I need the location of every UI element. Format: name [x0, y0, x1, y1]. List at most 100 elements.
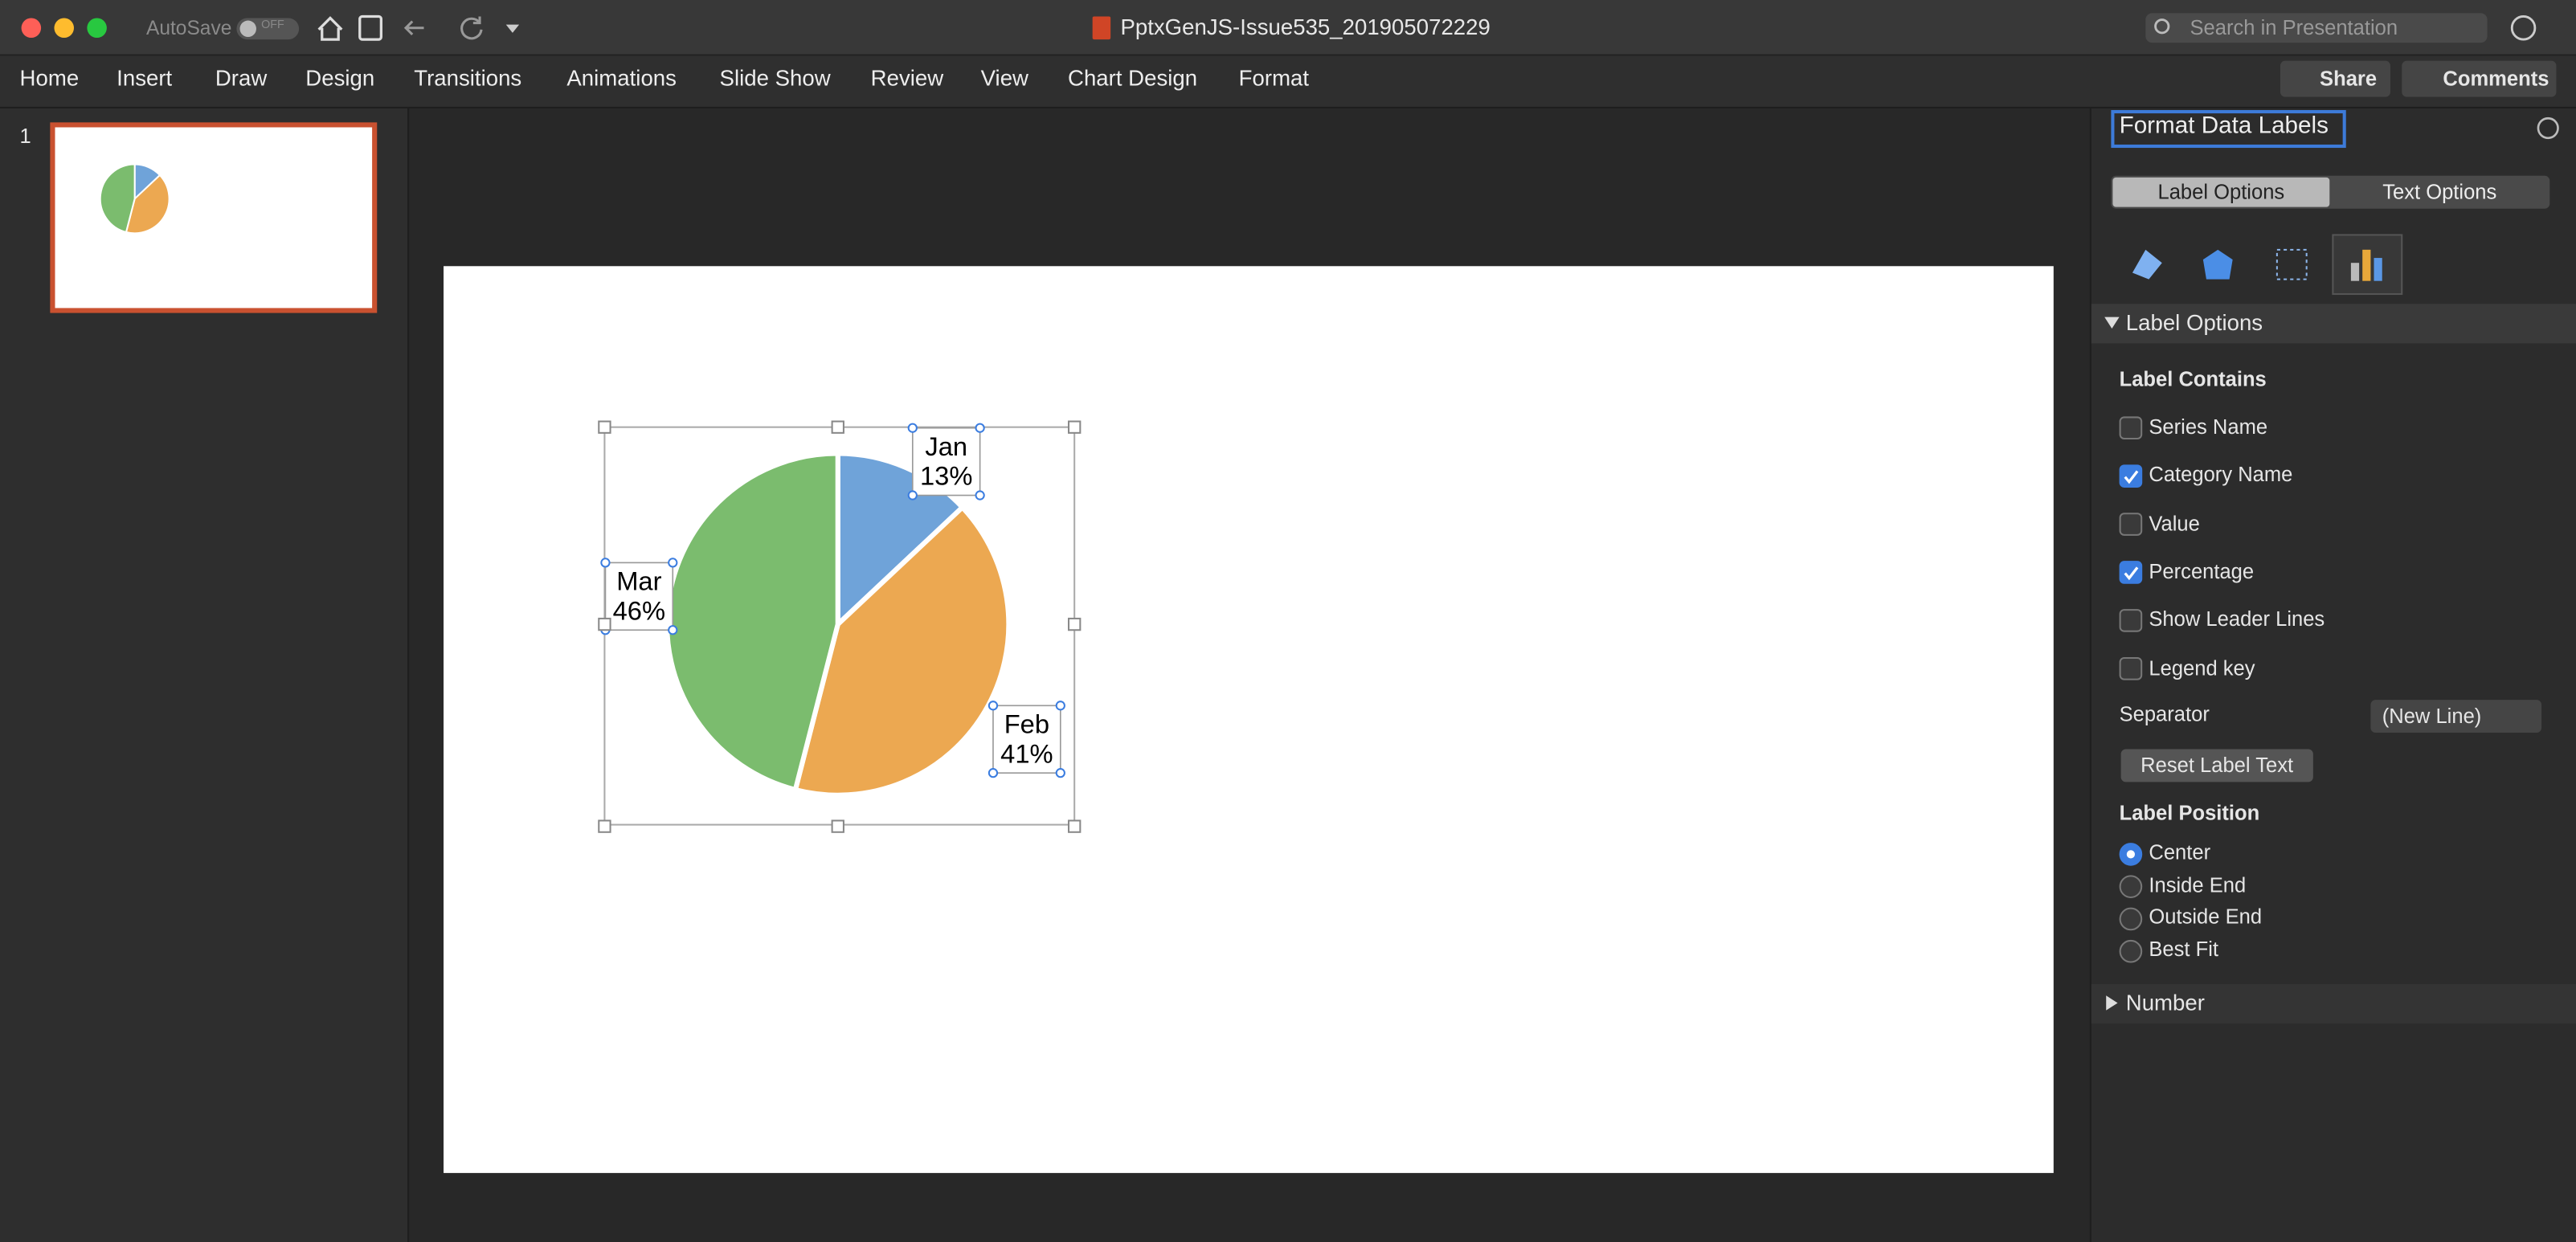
checkbox[interactable] [2119, 561, 2143, 584]
slide-thumbnail[interactable] [50, 122, 378, 313]
window-title: PptxGenJS-Issue535_201905072229 [1120, 14, 1490, 40]
chart-handle[interactable] [1068, 819, 1082, 833]
ribbon-tab[interactable]: Insert [117, 65, 173, 91]
data-label-category: Mar [616, 566, 661, 596]
pane-tab[interactable]: Label Options [2157, 180, 2285, 204]
reset-button[interactable] [2120, 749, 2313, 782]
checkbox[interactable] [2119, 656, 2143, 680]
checkbox-label[interactable]: Percentage [2149, 560, 2255, 583]
save-icon[interactable] [358, 14, 382, 41]
ribbon-tab[interactable]: Review [870, 65, 944, 91]
chart-handle[interactable] [598, 617, 611, 631]
separator-label: Separator [2119, 703, 2210, 726]
checkbox-label[interactable]: Category Name [2149, 464, 2293, 487]
group-heading: Label Contains [2119, 368, 2267, 391]
reset-label[interactable]: Reset Label Text [2141, 754, 2294, 778]
zoom-button[interactable] [87, 18, 107, 39]
checkbox-label[interactable]: Legend key [2149, 656, 2255, 680]
pane-title: Format Data Labels [2119, 113, 2329, 140]
ribbon-tab[interactable]: Draw [215, 65, 268, 91]
radio-label[interactable]: Center [2149, 841, 2211, 864]
ribbon-tab[interactable]: View [980, 65, 1029, 91]
close-pane[interactable] [2537, 116, 2559, 140]
data-label-category: Feb [1004, 709, 1049, 739]
redo-icon[interactable] [460, 16, 483, 40]
bar-icon [2350, 263, 2360, 281]
chart-handle[interactable] [1068, 420, 1082, 434]
section-title[interactable]: Label Options [2125, 310, 2263, 336]
separator-value[interactable]: (New Line) [2382, 705, 2482, 728]
share-label[interactable]: Share [2320, 67, 2378, 91]
file-icon [1092, 16, 1111, 40]
radio-label[interactable]: Inside End [2149, 873, 2247, 897]
ribbon-tab[interactable]: Slide Show [719, 65, 831, 91]
checkbox[interactable] [2119, 609, 2143, 632]
label-handle [1055, 768, 1065, 778]
share-button[interactable] [2280, 60, 2390, 97]
label-handle [668, 558, 678, 568]
label-handle [907, 490, 918, 500]
checkbox-label[interactable]: Show Leader Lines [2149, 608, 2325, 631]
minimize-button[interactable] [54, 18, 75, 39]
label-handle [987, 768, 999, 778]
collapse-arrow [2106, 995, 2118, 1011]
ribbon [0, 55, 2576, 108]
section-header [2091, 304, 2576, 344]
pane-tab[interactable]: Text Options [2382, 180, 2497, 204]
pie-slice [792, 504, 1012, 798]
group-heading: Label Position [2119, 801, 2260, 825]
comments-button[interactable] [2402, 60, 2557, 97]
chart-handle[interactable] [831, 420, 844, 434]
ribbon-tab[interactable]: Transitions [414, 65, 522, 91]
close-button[interactable] [21, 18, 42, 39]
label-box[interactable] [911, 427, 981, 496]
radio[interactable] [2119, 939, 2143, 963]
radio-label[interactable]: Outside End [2149, 905, 2263, 929]
ribbon-tab[interactable]: Home [19, 65, 80, 91]
data-label-value: 41% [1000, 738, 1053, 768]
undo-icon[interactable] [403, 20, 424, 36]
ribbon-tab[interactable]: Chart Design [1068, 65, 1198, 91]
customize-icon[interactable] [505, 24, 520, 33]
checkbox-label[interactable]: Value [2149, 512, 2200, 535]
search-box[interactable] [2145, 13, 2488, 43]
toggle-knob [239, 20, 256, 38]
bar-icon [2362, 249, 2371, 281]
ribbon-tab[interactable]: Animations [566, 65, 677, 91]
data-label-category: Jan [925, 431, 967, 461]
radio[interactable] [2119, 875, 2143, 898]
fill-icon[interactable] [2132, 249, 2162, 280]
effects-icon[interactable] [2202, 249, 2233, 280]
checkbox[interactable] [2119, 513, 2143, 536]
size-icon[interactable] [2275, 248, 2308, 280]
ribbon-tab[interactable]: Design [305, 65, 375, 91]
radio[interactable] [2119, 907, 2143, 931]
label-box[interactable] [992, 705, 1061, 774]
comments-label[interactable]: Comments [2443, 67, 2549, 91]
radio-dot [2126, 850, 2136, 859]
chart-handle[interactable] [598, 819, 611, 833]
chart-handle[interactable] [831, 819, 844, 833]
checkbox[interactable] [2119, 416, 2143, 440]
section-title[interactable]: Number [2125, 991, 2205, 1015]
search-placeholder[interactable]: Search in Presentation [2190, 16, 2398, 40]
radio-label[interactable]: Best Fit [2149, 938, 2219, 962]
label-handle [975, 490, 985, 500]
separator-dropdown[interactable] [2370, 700, 2542, 733]
label-handle [668, 625, 678, 635]
label-box[interactable] [604, 562, 674, 631]
ribbon-tab[interactable]: Format [1238, 65, 1310, 91]
checkbox-label[interactable]: Series Name [2149, 415, 2268, 439]
chart-handle[interactable] [1068, 617, 1082, 631]
chart-handle[interactable] [598, 420, 611, 434]
checkbox[interactable] [2119, 464, 2143, 488]
label-handle [987, 701, 999, 711]
home-icon[interactable] [317, 16, 343, 41]
data-label-value: 13% [920, 461, 972, 491]
format-pane [2089, 108, 2576, 1242]
label-handle [975, 423, 985, 433]
feedback-icon[interactable] [2510, 15, 2537, 41]
